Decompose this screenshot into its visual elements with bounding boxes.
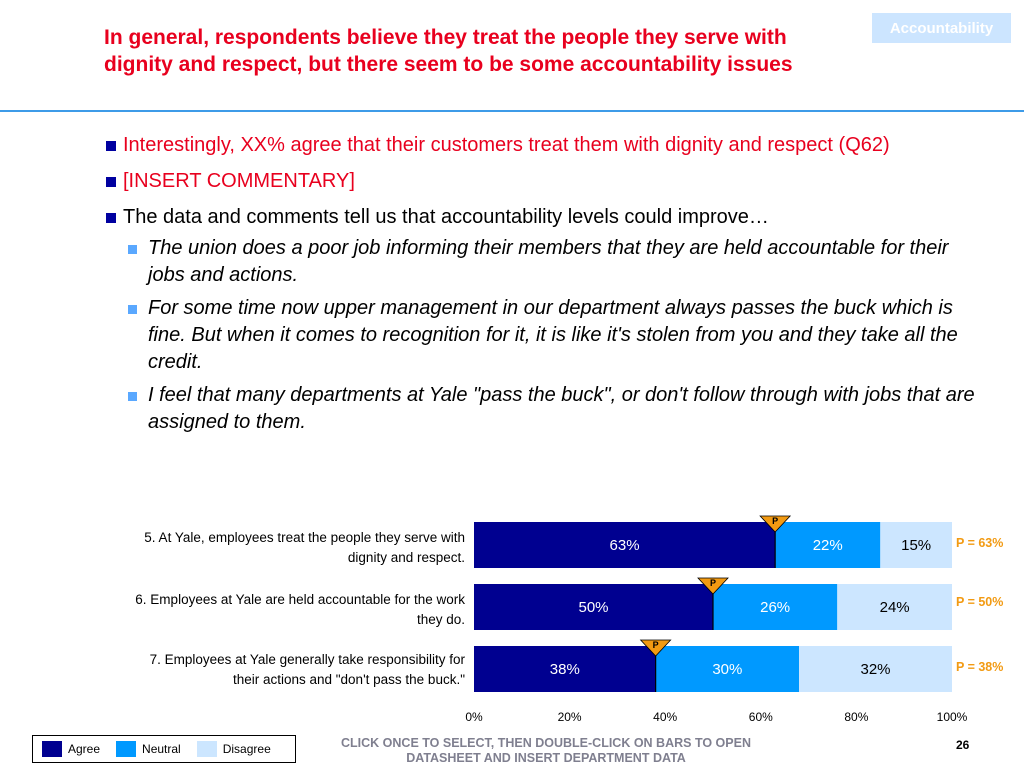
bar-neutral[interactable] — [775, 522, 881, 568]
legend-swatch-neutral — [116, 741, 137, 757]
bar-agree[interactable] — [474, 584, 713, 630]
bar-value-label: 30% — [712, 661, 742, 678]
x-tick-label: 0% — [465, 710, 483, 724]
chart-category-label: 5. At Yale, employees treat the people t… — [144, 530, 465, 565]
bullet-text: Interestingly, XX% agree that their cust… — [123, 134, 890, 156]
bar-agree[interactable] — [474, 522, 776, 568]
bar-value-label: 32% — [861, 661, 891, 678]
bar-disagree[interactable] — [880, 522, 952, 568]
benchmark-marker-icon — [697, 577, 729, 595]
slide-title: In general, respondents believe they tre… — [104, 26, 793, 76]
square-bullet-icon — [106, 177, 116, 187]
x-tick-label: 80% — [844, 710, 869, 724]
legend-label: Disagree — [222, 742, 271, 756]
square-bullet-icon — [128, 392, 137, 401]
bar-agree[interactable] — [474, 646, 656, 692]
section-tag: Accountability — [872, 13, 1011, 43]
bullet-list: Interestingly, XX% agree that their cust… — [106, 132, 976, 442]
legend-swatch-disagree — [196, 741, 217, 757]
bar-disagree[interactable] — [799, 646, 952, 692]
square-bullet-icon — [106, 213, 116, 223]
benchmark-marker-letter: P — [710, 578, 716, 588]
page-number: 26 — [956, 738, 970, 752]
quote-text: The union does a poor job informing thei… — [148, 237, 949, 286]
bar-neutral[interactable] — [655, 646, 800, 692]
legend-label: Neutral — [142, 742, 181, 756]
bullet-text: The data and comments tell us that accou… — [123, 206, 769, 228]
bullet-item: The data and comments tell us that accou… — [106, 204, 976, 231]
bullet-text: [INSERT COMMENTARY] — [123, 170, 355, 192]
benchmark-marker-icon — [759, 515, 792, 533]
bullet-item: [INSERT COMMENTARY] — [106, 168, 976, 195]
chart-category-label: 7. Employees at Yale generally take resp… — [149, 652, 465, 687]
sub-bullet-item: The union does a poor job informing thei… — [106, 235, 976, 289]
benchmark-marker-icon — [639, 639, 672, 657]
benchmark-label: P = 38% — [956, 660, 1004, 674]
chart-category-label: 6. Employees at Yale are held accountabl… — [135, 592, 465, 627]
bar-value-label: 22% — [813, 537, 843, 554]
square-bullet-icon — [128, 245, 137, 254]
legend-swatch-agree — [42, 741, 62, 757]
sub-bullet-item: For some time now upper management in ou… — [106, 295, 976, 376]
x-tick-label: 20% — [557, 710, 582, 724]
bar-disagree[interactable] — [837, 584, 952, 630]
chart-legend: Agree Neutral Disagree — [32, 735, 296, 763]
sub-bullet-item: I feel that many departments at Yale "pa… — [106, 382, 976, 436]
bar-value-label: 26% — [760, 599, 790, 616]
legend-label: Agree — [68, 742, 101, 756]
quote-text: I feel that many departments at Yale "pa… — [148, 384, 975, 433]
bar-value-label: 63% — [610, 537, 640, 554]
title-divider — [0, 110, 1024, 112]
bar-value-label: 15% — [901, 537, 931, 554]
bullet-item: Interestingly, XX% agree that their cust… — [106, 132, 976, 159]
quote-text: For some time now upper management in ou… — [148, 297, 958, 373]
bar-value-label: 38% — [550, 661, 580, 678]
square-bullet-icon — [106, 141, 116, 151]
x-tick-label: 100% — [936, 710, 968, 724]
x-tick-label: 60% — [748, 710, 773, 724]
footer-instructions: CLICK ONCE TO SELECT, THEN DOUBLE-CLICK … — [341, 736, 751, 765]
bar-value-label: 24% — [880, 599, 910, 616]
bar-value-label: 50% — [578, 599, 608, 616]
bar-neutral[interactable] — [713, 584, 838, 630]
benchmark-label: P = 50% — [956, 595, 1004, 609]
benchmark-label: P = 63% — [956, 536, 1004, 550]
x-tick-label: 40% — [653, 710, 678, 724]
square-bullet-icon — [128, 305, 137, 314]
benchmark-marker-letter: P — [653, 640, 659, 650]
benchmark-marker-letter: P — [772, 516, 778, 526]
